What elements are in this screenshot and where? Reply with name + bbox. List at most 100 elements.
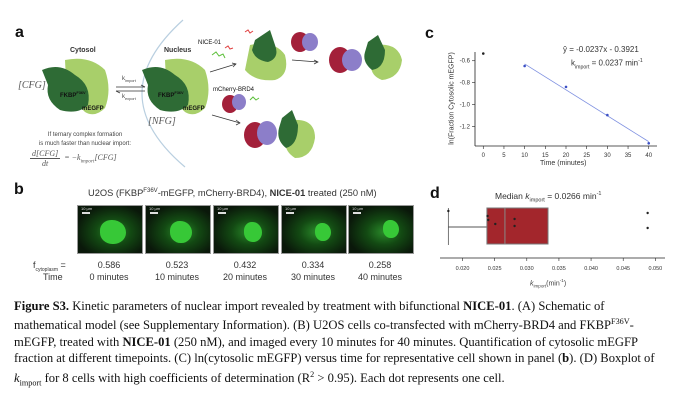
ternary-complex-top-icon <box>329 35 402 80</box>
d-box <box>486 207 549 245</box>
figure-caption: Figure S3. Kinetic parameters of nuclear… <box>14 299 655 388</box>
cytosol-label: Cytosol <box>70 47 96 54</box>
c-x-tick-label: 30 <box>604 153 611 159</box>
scalebar-label: 10 µm <box>352 206 364 211</box>
nfg-label: [NFG] <box>148 116 176 127</box>
d-data-point <box>487 218 490 222</box>
f-cytoplasm-label: fcytoplasm = <box>33 260 66 273</box>
d-data-point <box>447 209 450 213</box>
k-import-label: kimport <box>122 76 136 84</box>
equation-numerator: d[CFG] <box>30 149 61 159</box>
c-ylabel: ln(Fraction Cytosolic mEGFP) <box>448 52 456 145</box>
time-value: 40 minutes <box>357 272 403 282</box>
d-x-tick-label: 0.040 <box>584 266 598 272</box>
microscopy-frame: 10 µm <box>281 205 347 254</box>
time-value: 0 minutes <box>89 272 129 282</box>
time-value: 10 minutes <box>154 272 200 282</box>
microscopy-frame: 10 µm <box>77 205 143 254</box>
equation-rhs: = −kimport[CFG] <box>64 152 117 165</box>
f-cytoplasm-value: 0.523 <box>165 260 189 270</box>
time-label: Time <box>43 272 63 282</box>
microscopy-frame: 10 µm <box>348 205 414 254</box>
d-title: Median kimport = 0.0266 min-1 <box>495 191 602 204</box>
c-xlabel: Time (minutes) <box>540 160 587 167</box>
fkbp-label-nucleus: FKBPF36V <box>158 90 184 99</box>
panel-d-chart: 0.020 0.025 0.030 0.035 0.040 0.045 0.050 <box>440 207 665 272</box>
mcherry-brd4-nice01-icon <box>222 94 260 113</box>
c-data-point <box>523 64 526 68</box>
scalebar-label: 10 µm <box>149 206 161 211</box>
scalebar-label: 10 µm <box>81 206 93 211</box>
d-data-point <box>494 222 497 226</box>
note-line-1: If ternary complex formation <box>47 132 123 138</box>
scalebar-label: 10 µm <box>217 206 229 211</box>
c-data-point <box>606 113 609 117</box>
d-x-tick-label: 0.045 <box>616 266 630 272</box>
microscopy-frame: 10 µm <box>145 205 211 254</box>
panel-b-title: U2OS (FKBPF36V-mEGFP, mCherry-BRD4), NIC… <box>88 188 377 199</box>
fit-equation: ŷ = -0.0237x - 0.3921 <box>563 45 639 54</box>
scalebar-label: 10 µm <box>285 206 297 211</box>
nucleus-signal <box>383 220 399 238</box>
c-fit-line <box>524 63 649 142</box>
equilibrium-arrows-icon <box>115 84 146 94</box>
c-y-tick-label: -1.0 <box>460 102 471 108</box>
d-x-tick-label: 0.050 <box>648 266 662 272</box>
cfg-label: [CFG] <box>18 80 46 91</box>
fkbp-label-cytosol: FKBPF36V <box>60 90 86 99</box>
c-x-tick-label: 25 <box>583 153 590 159</box>
mcherry-brd4-label: mCherry-BRD4 <box>213 87 255 93</box>
panel-d-label: d <box>430 185 440 202</box>
nice01-label: NICE-01 <box>198 40 222 46</box>
d-data-point <box>646 211 649 215</box>
nucleus-signal <box>244 222 262 242</box>
ternary-complex-bottom-icon <box>244 110 315 158</box>
scalebar <box>286 212 294 214</box>
k-export-label: kexport <box>122 94 136 102</box>
megfp-label-cytosol: mEGFP <box>82 106 104 112</box>
nuclear-envelope-arc <box>141 19 186 168</box>
c-x-tick-label: 40 <box>645 153 652 159</box>
k-import-annotation: kimport = 0.0237 min-1 <box>571 58 643 71</box>
megfp-label-nucleus: mEGFP <box>183 106 205 112</box>
panel-b-label: b <box>14 181 24 198</box>
d-data-point <box>486 214 489 218</box>
nice01-molecule-icon <box>211 45 234 59</box>
c-data-point <box>647 141 651 145</box>
panel-c-label: c <box>425 25 434 42</box>
d-x-tick-label: 0.020 <box>456 266 470 272</box>
complex-with-nice01-icon <box>244 29 287 81</box>
c-x-tick-label: 35 <box>625 153 632 159</box>
c-y-tick-label: -0.6 <box>460 59 471 65</box>
d-x-tick-label: 0.035 <box>552 266 566 272</box>
c-data-point <box>481 52 485 55</box>
c-x-tick-label: 0 <box>482 153 486 159</box>
c-y-tick-label: -0.8 <box>460 81 471 87</box>
c-y-tick-label: -1.2 <box>460 124 471 130</box>
scalebar <box>82 212 90 214</box>
scalebar <box>353 212 361 214</box>
c-x-tick-label: 5 <box>502 153 506 159</box>
panel-a-schematic <box>42 19 402 168</box>
d-data-point <box>646 226 649 230</box>
scalebar <box>218 212 226 214</box>
panel-a-label: a <box>15 24 24 41</box>
c-x-tick-label: 20 <box>563 153 570 159</box>
ternary-note: If ternary complex formation is much fas… <box>30 131 140 149</box>
note-line-2: is much faster than nuclear import: <box>38 141 132 147</box>
f-cytoplasm-value: 0.334 <box>301 260 325 270</box>
scalebar <box>150 212 158 214</box>
nucleus-signal <box>315 223 331 241</box>
equation-denominator: dt <box>42 159 49 168</box>
d-x-tick-label: 0.030 <box>520 266 534 272</box>
microscopy-frame: 10 µm <box>213 205 279 254</box>
nucleus-complex-icon <box>142 58 209 115</box>
reaction-arrows-icon <box>209 59 319 126</box>
nucleus-signal <box>100 220 126 244</box>
caption-figure-number: Figure S3. <box>14 299 70 313</box>
d-data-point <box>513 224 516 228</box>
f-cytoplasm-value: 0.586 <box>97 260 121 270</box>
f-cytoplasm-value: 0.258 <box>368 260 392 270</box>
c-data-point <box>564 85 568 89</box>
d-xlabel: kimport(min-1) <box>530 278 567 289</box>
